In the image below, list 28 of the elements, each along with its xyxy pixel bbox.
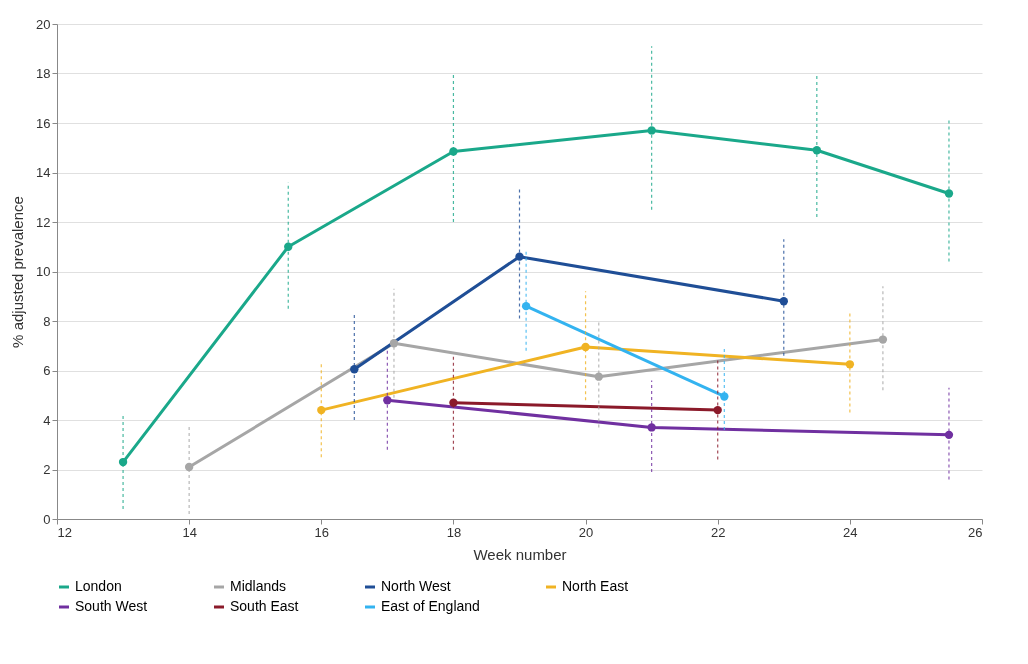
y-tick-label: 4 bbox=[43, 412, 51, 428]
y-tick-label: 10 bbox=[36, 264, 51, 279]
x-tick-label: 12 bbox=[57, 524, 72, 540]
y-tick-label: 2 bbox=[43, 462, 51, 477]
y-tick-label: 12 bbox=[36, 214, 51, 230]
y-axis-title: % adjusted prevalence bbox=[9, 196, 27, 348]
y-tick-label: 14 bbox=[36, 165, 51, 180]
y-tick-label: 20 bbox=[36, 16, 51, 32]
x-tick-label: 16 bbox=[314, 524, 330, 540]
y-tick-label: 0 bbox=[43, 511, 51, 527]
legend-label: South East bbox=[230, 598, 299, 614]
y-tick-label: 18 bbox=[36, 66, 51, 81]
legend-label: North East bbox=[562, 578, 629, 594]
x-tick-label: 18 bbox=[446, 524, 462, 540]
x-tick-label: 20 bbox=[578, 524, 594, 540]
x-tick-label: 14 bbox=[182, 524, 197, 540]
legend-label: East of England bbox=[381, 598, 480, 614]
y-tick-label: 6 bbox=[43, 363, 51, 378]
legend-label: South West bbox=[75, 598, 148, 614]
x-tick-label: 24 bbox=[843, 524, 858, 540]
x-tick-label: 26 bbox=[968, 524, 983, 540]
legend-label: London bbox=[75, 578, 122, 594]
y-tick-label: 8 bbox=[43, 313, 51, 329]
y-tick-label: 16 bbox=[36, 115, 51, 131]
x-axis-title: Week number bbox=[473, 545, 567, 563]
legend-label: North West bbox=[381, 578, 451, 594]
legend-label: Midlands bbox=[230, 578, 287, 594]
x-tick-label: 22 bbox=[710, 524, 726, 540]
